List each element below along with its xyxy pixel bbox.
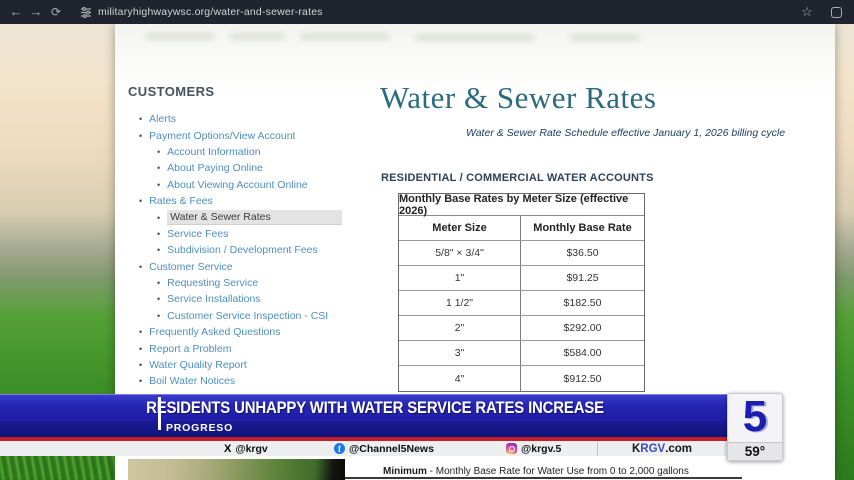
x-handle-group: X @krgv xyxy=(224,442,268,455)
facebook-handle-group: f @Channel5News xyxy=(334,441,434,456)
address-bar[interactable]: militaryhighwaywsc.org/water-and-sewer-r… xyxy=(98,6,323,18)
instagram-icon xyxy=(506,443,517,454)
blurred-nav-item xyxy=(300,33,390,40)
refresh-icon[interactable]: ⟳ xyxy=(50,5,62,19)
news-location: PROGRESO xyxy=(166,422,234,434)
x-logo-icon: X xyxy=(224,442,232,455)
blurred-nav-item xyxy=(415,34,535,41)
channel-5-logo-box: 5 59° xyxy=(727,393,783,461)
table-rule xyxy=(345,477,742,479)
table-header-row: Meter Size Monthly Base Rate xyxy=(399,216,644,241)
forward-icon[interactable]: → xyxy=(29,4,43,19)
page-title: Water & Sewer Rates xyxy=(380,80,657,115)
table-row: 1 1/2" $182.50 xyxy=(399,291,644,316)
sidebar-item-service-fees[interactable]: Service Fees xyxy=(128,226,342,242)
col-header-base-rate: Monthly Base Rate xyxy=(533,222,632,234)
extensions-icon[interactable] xyxy=(831,6,842,18)
sidebar-item-report-problem[interactable]: Report a Problem xyxy=(128,340,342,356)
station-website: K RGV .com xyxy=(631,442,693,455)
temperature-readout: 59° xyxy=(728,442,782,460)
sidebar-item-customer-service[interactable]: Customer Service xyxy=(128,259,342,275)
sidebar-item-csi[interactable]: Customer Service Inspection - CSI xyxy=(128,308,342,324)
rate-table: Monthly Base Rates by Meter Size (effect… xyxy=(398,193,645,392)
table-row: 3" $584.00 xyxy=(399,341,644,366)
table-caption: Monthly Base Rates by Meter Size (effect… xyxy=(399,193,644,217)
sidebar-heading: CUSTOMERS xyxy=(128,84,215,99)
facebook-icon: f xyxy=(334,443,345,454)
site-info-icon[interactable] xyxy=(80,6,92,18)
table-row: 4" $912.50 xyxy=(399,366,644,391)
section-heading: RESIDENTIAL / COMMERCIAL WATER ACCOUNTS xyxy=(381,172,654,184)
sidebar-item-about-viewing-account[interactable]: About Viewing Account Online xyxy=(128,177,342,193)
social-media-bar: X @krgv f @Channel5News @krgv.5 K RGV .com xyxy=(0,441,727,456)
sidebar-item-service-installations[interactable]: Service Installations xyxy=(128,291,342,307)
sidebar-item-water-sewer-rates[interactable]: Water & Sewer Rates xyxy=(128,209,342,226)
blurred-nav-item xyxy=(230,33,285,40)
news-banner-location-bar: PROGRESO xyxy=(0,421,727,437)
back-icon[interactable]: ← xyxy=(9,4,23,19)
sidebar-item-boil-water-notices[interactable]: Boil Water Notices xyxy=(128,373,342,389)
sidebar-item-payment-options[interactable]: Payment Options/View Account xyxy=(128,127,342,143)
col-header-meter-size: Meter Size xyxy=(399,216,521,240)
bookmark-star-icon[interactable]: ☆ xyxy=(801,4,813,19)
rate-footnote: Minimum - Monthly Base Rate for Water Us… xyxy=(383,466,689,477)
blurred-nav-item xyxy=(570,34,640,41)
sidebar-item-subdivision-fees[interactable]: Subdivision / Development Fees xyxy=(128,242,342,258)
sidebar-item-requesting-service[interactable]: Requesting Service xyxy=(128,275,342,291)
social-bar-divider xyxy=(597,441,598,456)
sidebar-item-rates-fees[interactable]: Rates & Fees xyxy=(128,193,342,209)
banner-divider-bar xyxy=(158,397,161,430)
sidebar-item-faq[interactable]: Frequently Asked Questions xyxy=(128,324,342,340)
sidebar-item-alerts[interactable]: Alerts xyxy=(128,111,342,127)
sidebar-item-account-information[interactable]: Account Information xyxy=(128,144,342,160)
browser-toolbar: ← → ⟳ militaryhighwaywsc.org/water-and-s… xyxy=(0,0,854,24)
sidebar-nav: Alerts Payment Options/View Account Acco… xyxy=(128,111,342,390)
blurred-nav-item xyxy=(145,33,215,40)
table-row: 1" $91.25 xyxy=(399,266,644,291)
channel-5-logo: 5 xyxy=(742,392,768,441)
news-banner-headline-bar: RESIDENTS UNHAPPY WITH WATER SERVICE RAT… xyxy=(0,394,727,421)
instagram-handle-group: @krgv.5 xyxy=(506,441,561,456)
table-row: 5/8" × 3/4" $36.50 xyxy=(399,241,644,266)
banner-red-stripe xyxy=(0,437,727,441)
table-row: 2" $292.00 xyxy=(399,316,644,341)
sidebar-item-water-quality-report[interactable]: Water Quality Report xyxy=(128,357,342,373)
sidebar-item-about-paying-online[interactable]: About Paying Online xyxy=(128,160,342,176)
rate-schedule-subtitle: Water & Sewer Rate Schedule effective Ja… xyxy=(466,127,786,139)
news-headline: RESIDENTS UNHAPPY WITH WATER SERVICE RAT… xyxy=(146,398,604,417)
page-video-thumbnail xyxy=(128,459,345,480)
